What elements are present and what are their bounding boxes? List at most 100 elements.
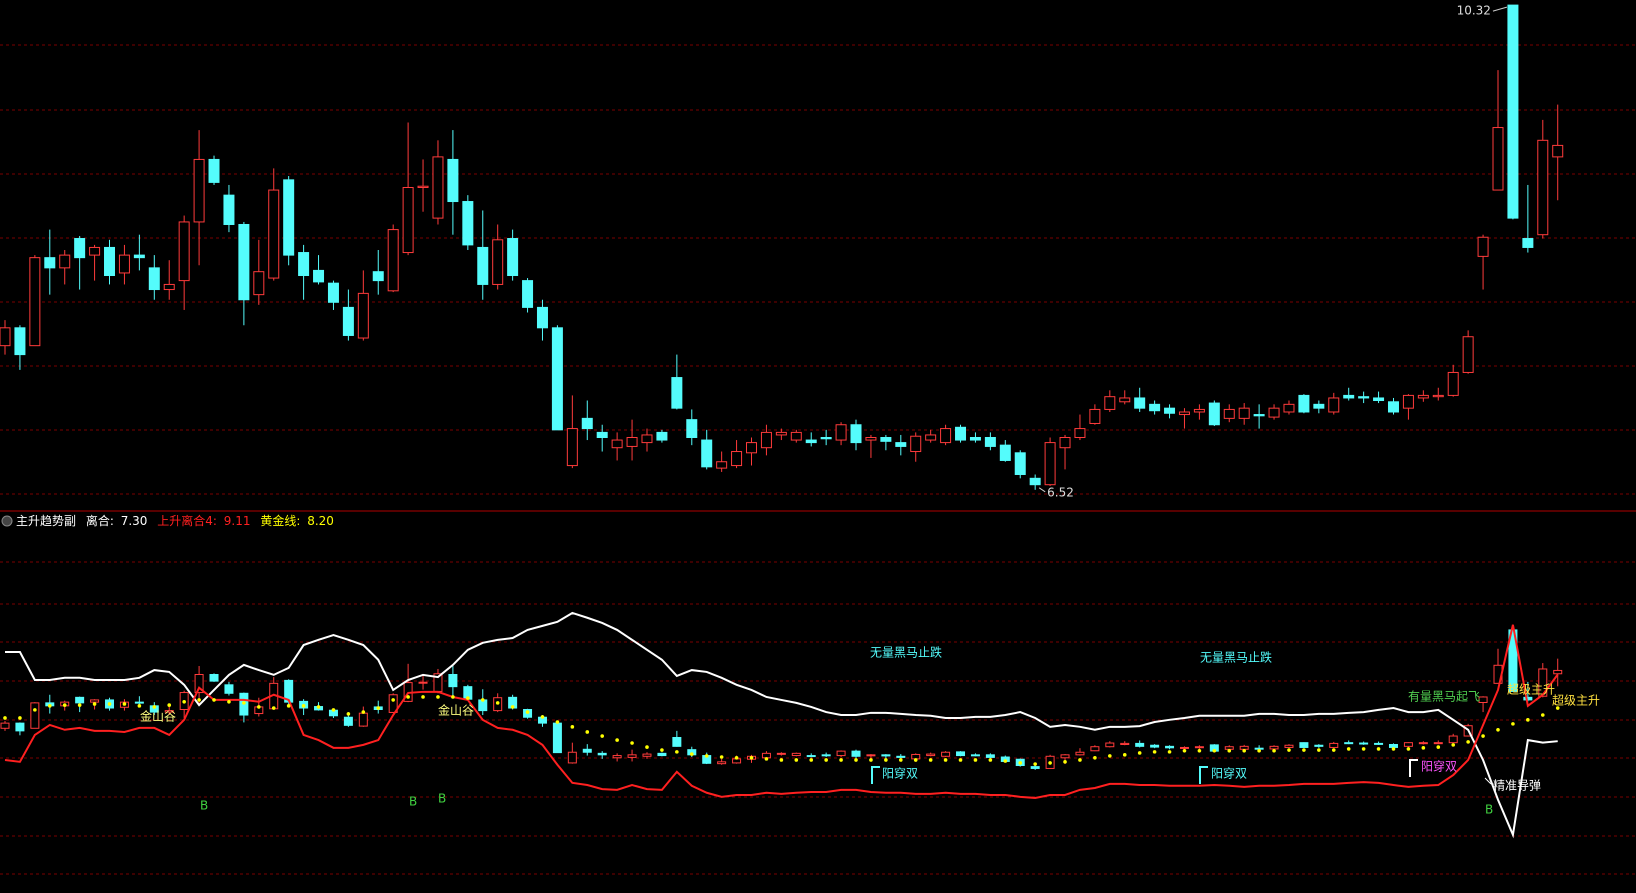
annotation: 阳穿双 bbox=[1211, 766, 1247, 781]
gold-dot bbox=[197, 698, 201, 702]
candle-body bbox=[999, 444, 1011, 461]
candle-body bbox=[1208, 402, 1220, 426]
candle-body bbox=[104, 246, 116, 277]
gold-dot bbox=[331, 708, 336, 712]
gold-dot bbox=[1227, 748, 1232, 753]
candle-body bbox=[1329, 742, 1339, 748]
candle-body bbox=[1194, 746, 1204, 749]
gold-dot bbox=[480, 698, 485, 702]
annotation: 超级主升 bbox=[1507, 682, 1555, 697]
candle-body bbox=[1313, 403, 1325, 409]
candle-body bbox=[1178, 411, 1190, 416]
candle-body bbox=[1462, 336, 1474, 373]
gold-dot bbox=[436, 695, 440, 699]
candle-body bbox=[1029, 477, 1041, 486]
candle-body bbox=[1269, 745, 1279, 750]
gold-dot bbox=[316, 705, 321, 709]
candle-body bbox=[178, 221, 190, 282]
candle-body bbox=[641, 434, 653, 444]
candle-body bbox=[1478, 696, 1488, 703]
candle-body bbox=[1014, 452, 1026, 475]
gold-dot bbox=[570, 725, 575, 729]
candle-body bbox=[1314, 744, 1324, 747]
candle-body bbox=[118, 254, 130, 274]
annotation: 超级主升 bbox=[1552, 693, 1600, 708]
candle-body bbox=[448, 673, 458, 688]
gold-dot bbox=[988, 758, 993, 762]
candle-body bbox=[821, 754, 831, 757]
candle-body bbox=[313, 269, 325, 283]
gold-dot bbox=[1167, 750, 1172, 754]
candle-body bbox=[522, 280, 534, 308]
candle-body bbox=[1477, 236, 1489, 257]
candle-body bbox=[1119, 397, 1131, 403]
candle-body bbox=[970, 754, 980, 757]
candle-body bbox=[163, 283, 175, 291]
candle-body bbox=[642, 753, 652, 757]
bracket bbox=[1199, 766, 1208, 784]
gold-dot bbox=[1063, 760, 1067, 764]
candle-body bbox=[581, 417, 593, 430]
candle-body bbox=[760, 431, 772, 449]
candle-body bbox=[462, 201, 474, 246]
candle-body bbox=[1388, 744, 1398, 748]
gold-dot bbox=[1048, 761, 1052, 765]
candle-body bbox=[1135, 742, 1145, 747]
gold-dot bbox=[1376, 747, 1381, 751]
gold-dot bbox=[466, 696, 470, 700]
gold-dot bbox=[809, 758, 814, 762]
candle-body bbox=[1239, 745, 1249, 750]
gold-dot bbox=[1242, 748, 1246, 753]
candle-body bbox=[75, 696, 85, 704]
gold-dot bbox=[630, 741, 634, 745]
gold-dot bbox=[182, 699, 186, 704]
candle-body bbox=[1387, 401, 1399, 413]
gold-dot bbox=[3, 716, 7, 720]
annotation: B bbox=[438, 792, 446, 806]
candle-body bbox=[1105, 742, 1115, 748]
gold-dot bbox=[1272, 748, 1276, 753]
candle-body bbox=[1165, 745, 1175, 749]
gold-dot bbox=[301, 704, 306, 708]
candle-body bbox=[717, 761, 727, 765]
candle-body bbox=[626, 437, 638, 447]
candle-body bbox=[432, 156, 444, 219]
candle-body bbox=[164, 710, 174, 713]
candle-body bbox=[566, 428, 578, 467]
candle-body bbox=[1224, 746, 1234, 750]
candle-body bbox=[775, 431, 787, 436]
candle-body bbox=[342, 306, 354, 336]
gold-dot bbox=[1093, 755, 1097, 760]
gold-dot bbox=[1152, 750, 1157, 754]
gold-dot bbox=[167, 703, 172, 707]
indicator-icon[interactable] bbox=[1, 515, 13, 527]
candle-body bbox=[1433, 742, 1443, 745]
annotation: 无量黑马止跌 bbox=[870, 645, 942, 660]
gold-dot bbox=[884, 758, 888, 762]
annotation: 阳穿双 bbox=[1421, 759, 1457, 774]
gold-dot bbox=[689, 752, 694, 756]
gold-dot bbox=[92, 702, 97, 706]
gold-dot bbox=[1108, 754, 1112, 758]
gold-dot bbox=[1511, 722, 1515, 726]
gold-dot bbox=[1257, 748, 1261, 753]
annotation: 金山谷 bbox=[140, 709, 176, 724]
candle-body bbox=[133, 254, 145, 259]
gold-dot bbox=[749, 755, 754, 760]
gold-dot bbox=[764, 757, 769, 761]
candle-body bbox=[507, 238, 519, 277]
legend-name: 上升离合4: bbox=[157, 513, 217, 528]
candle-body bbox=[984, 437, 996, 447]
candle-body bbox=[208, 158, 220, 183]
gold-dot bbox=[839, 758, 843, 762]
gold-dot bbox=[346, 712, 351, 716]
gold-dot bbox=[899, 758, 903, 762]
gold-dot bbox=[943, 758, 948, 762]
gold-dot bbox=[1317, 748, 1321, 752]
gold-dot bbox=[734, 755, 739, 760]
candle-body bbox=[223, 194, 235, 225]
candle-body bbox=[298, 252, 310, 277]
gold-dot bbox=[869, 758, 873, 762]
candle-body bbox=[791, 752, 801, 757]
